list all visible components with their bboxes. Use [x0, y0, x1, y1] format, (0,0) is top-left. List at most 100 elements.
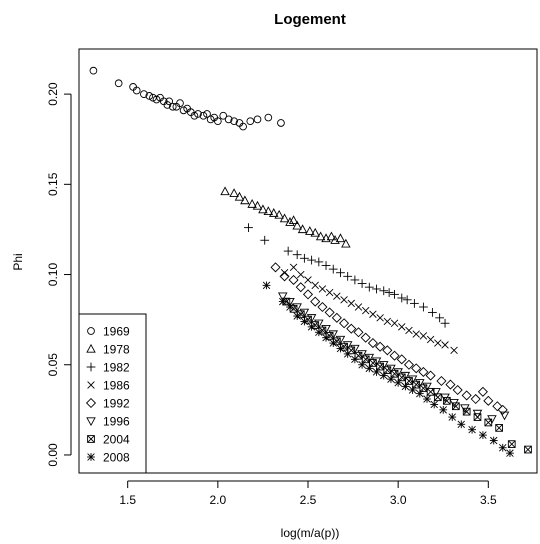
point-1982	[419, 302, 428, 312]
point-1992	[497, 404, 508, 415]
point-1986	[354, 303, 363, 311]
point-1992	[492, 401, 503, 412]
legend-label-1982: 1982	[103, 361, 130, 375]
point-2008	[468, 425, 476, 434]
point-1992	[452, 384, 463, 396]
point-1992	[339, 318, 350, 329]
point-1986	[405, 326, 413, 335]
y-tick-label: 0.10	[46, 263, 60, 287]
point-1978	[258, 204, 268, 214]
point-1969	[176, 99, 184, 107]
point-2004	[484, 418, 493, 427]
point-2008	[479, 431, 487, 440]
point-1969	[253, 115, 262, 124]
point-1969	[114, 79, 123, 88]
point-1982	[350, 275, 360, 285]
point-1986	[419, 332, 428, 340]
point-1992	[425, 370, 436, 381]
point-1969	[194, 110, 202, 118]
legend-label-1996: 1996	[103, 415, 130, 429]
point-1986	[390, 319, 399, 327]
x-tick-label: 1.5	[119, 493, 136, 507]
point-1992	[317, 301, 328, 313]
legend-marker-1996	[86, 417, 96, 427]
point-2008	[448, 413, 457, 421]
y-tick-label: 0.20	[46, 82, 60, 106]
series-1982	[244, 223, 450, 328]
point-1969	[246, 117, 255, 126]
point-1992	[279, 271, 290, 282]
point-1969	[163, 101, 172, 109]
chart-title: Logement	[274, 11, 346, 28]
point-1986	[325, 288, 334, 297]
point-1978	[279, 213, 290, 223]
point-1978	[274, 209, 284, 219]
legend-marker-2004	[87, 435, 95, 443]
point-2008	[329, 339, 338, 347]
point-1978	[335, 233, 346, 243]
point-2004	[433, 393, 442, 402]
point-1992	[389, 350, 400, 361]
point-2008	[293, 312, 302, 320]
point-1992	[403, 359, 415, 370]
point-1978	[240, 195, 250, 205]
point-1982	[260, 235, 270, 245]
point-1969	[230, 117, 238, 126]
point-1992	[436, 375, 447, 387]
point-1982	[402, 295, 412, 305]
point-2008	[286, 303, 294, 311]
point-1978	[315, 231, 326, 241]
point-1992	[382, 345, 393, 356]
series-2008	[262, 281, 514, 458]
point-1982	[435, 313, 445, 323]
legend-label-2004: 2004	[103, 433, 130, 447]
point-1986	[297, 270, 305, 279]
data-points	[89, 66, 532, 458]
legend-label-1992: 1992	[103, 397, 130, 411]
point-1978	[234, 191, 245, 201]
point-1992	[367, 338, 378, 349]
series-1986	[280, 263, 458, 355]
x-axis-label: log(m/a(p))	[281, 526, 340, 540]
point-1992	[288, 274, 299, 285]
legend-marker-1982	[86, 362, 96, 372]
legend-marker-1978	[86, 343, 96, 353]
point-1969	[203, 110, 211, 118]
plot-frame	[78, 48, 538, 474]
point-2004	[473, 413, 482, 421]
point-2004	[376, 362, 384, 371]
point-1982	[357, 279, 367, 288]
point-1978	[247, 199, 257, 208]
point-1992	[324, 307, 335, 318]
point-1992	[411, 363, 422, 374]
series-1978	[220, 186, 351, 248]
point-1986	[340, 296, 348, 304]
point-2008	[278, 297, 287, 306]
legend-marker-1969	[87, 327, 95, 335]
legend-label-1986: 1986	[103, 379, 130, 393]
y-tick-label: 0.05	[46, 353, 60, 377]
point-2008	[300, 317, 309, 326]
point-1969	[152, 95, 161, 104]
point-1992	[353, 327, 364, 338]
point-2008	[365, 364, 374, 373]
point-2008	[506, 449, 514, 458]
y-axis: 0.00 0.05 0.10 0.15 0.20	[46, 82, 72, 467]
point-1969	[206, 115, 215, 124]
point-1992	[461, 390, 472, 401]
point-1986	[441, 341, 449, 349]
x-tick-label: 3.0	[390, 493, 407, 507]
series-1996	[278, 292, 510, 425]
point-1969	[277, 119, 285, 127]
point-1982	[390, 289, 399, 299]
point-2008	[394, 378, 403, 387]
point-2008	[372, 368, 381, 376]
point-1986	[347, 299, 355, 308]
point-1969	[165, 97, 174, 106]
point-1992	[396, 354, 407, 365]
point-1986	[412, 330, 420, 338]
point-1982	[372, 284, 381, 294]
point-2004	[524, 445, 532, 454]
point-2008	[314, 328, 323, 337]
